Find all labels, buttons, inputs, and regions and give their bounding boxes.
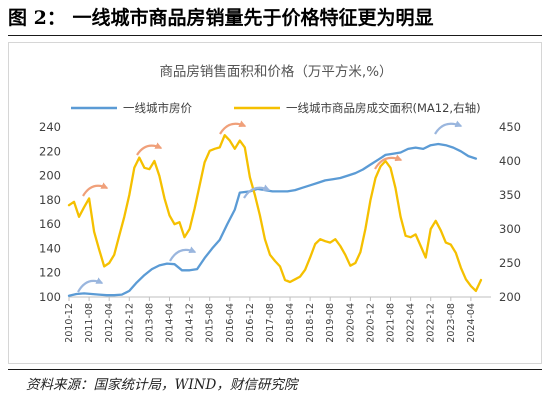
y-left-tick-label: 180 [39,193,61,207]
y-left-tick-label: 160 [39,217,61,231]
arrow-2012 [77,277,104,293]
y-left-tick-label: 140 [39,241,61,255]
series [67,134,483,297]
y-right-tick-label: 200 [499,290,521,304]
x-tick-label: 2022-04 [406,303,417,343]
arrow-2014 [169,246,197,262]
x-tick-label: 2012-04 [104,303,115,343]
y-right-tick-label: 250 [499,256,521,270]
x-tick-label: 2018-12 [305,303,316,343]
x-tick-label: 2020-04 [345,303,356,343]
figure-title: 图 2： 一线城市商品房销量先于价格特征更为明显 [8,7,434,29]
axes: 100 120 140 160 180 200 220 240 200 250 300 350 400 4… [39,120,521,343]
y-right-tick-label: 300 [499,222,521,236]
x-tick-label: 2019-08 [325,303,336,343]
y-right-tick-label: 450 [499,120,521,134]
y-left-tick-label: 240 [39,120,61,134]
y-left-tick-label: 120 [39,266,61,280]
x-tick-label: 2010-12 [64,303,75,343]
x-tick-label: 2017-08 [265,303,276,343]
legend-label-price: 一线城市房价 [123,101,192,115]
source-note: 资料来源：国家统计局，WIND，财信研究院 [26,377,298,393]
x-tick-label: 2020-12 [365,303,376,343]
x-tick-label: 2023-08 [446,303,457,343]
y-right-tick-label: 400 [499,154,521,168]
source-rule [8,369,542,370]
y-left-tick-label: 220 [39,144,61,158]
arrow-2022 [434,120,463,135]
series-line-price [67,142,478,297]
title-rule [8,35,542,36]
series-line-area [67,134,483,293]
x-tick-label: 2024-04 [466,303,477,343]
x-tick-label: 2014-04 [164,303,175,343]
chart-title: 商品房销售面积和价格（万平方米,%） [159,64,392,80]
arrow-2016 [219,120,247,135]
x-tick-label: 2011-08 [84,303,95,343]
trend-arrows [77,120,463,293]
y-left-tick-label: 100 [39,290,61,304]
x-tick-label: 2016-04 [225,303,236,343]
x-tick-label: 2021-08 [386,303,397,343]
x-tick-label: 2018-04 [285,303,296,343]
arrow-2021 [374,154,403,170]
chart-frame: 商品房销售面积和价格（万平方米,%） 一线城市房价 一线城市商品房成交面积(MA… [8,42,542,364]
arrow-2017 [243,184,271,199]
x-tick-label: 2012-12 [124,303,135,343]
arrow-2011 [82,182,109,197]
x-tick-label: 2015-08 [205,303,216,343]
arrow-2013 [136,142,163,156]
x-tick-label: 2013-08 [144,303,155,343]
x-tick-label: 2022-12 [426,303,437,343]
x-tick-label: 2016-12 [245,303,256,343]
y-right-tick-label: 350 [499,188,521,202]
legend: 一线城市房价 一线城市商品房成交面积(MA12,右轴) [71,101,481,115]
legend-label-area: 一线城市商品房成交面积(MA12,右轴) [286,101,481,115]
x-tick-label: 2014-12 [185,303,196,343]
chart: 商品房销售面积和价格（万平方米,%） 一线城市房价 一线城市商品房成交面积(MA… [39,64,521,343]
y-left-tick-label: 200 [39,169,61,183]
